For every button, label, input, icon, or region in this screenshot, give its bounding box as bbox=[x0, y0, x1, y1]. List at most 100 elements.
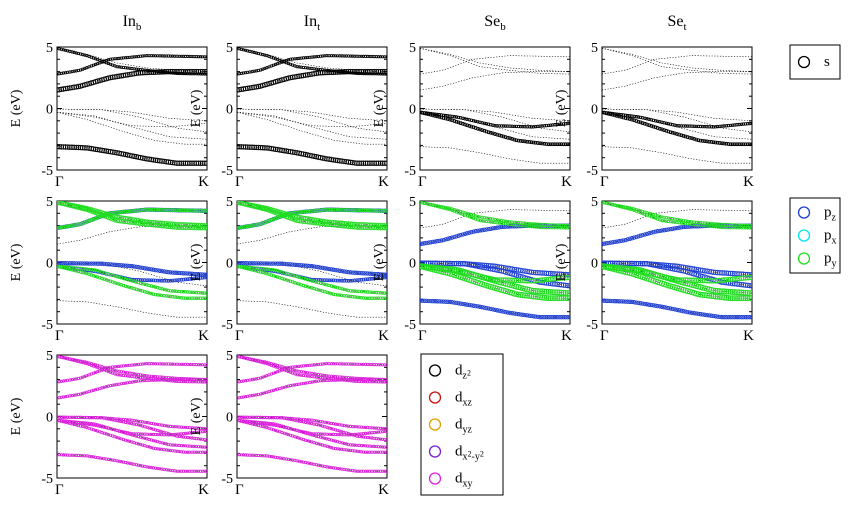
orbital-weight-marker bbox=[275, 209, 281, 214]
orbital-weight-marker bbox=[108, 211, 113, 216]
orbital-weight-marker bbox=[462, 231, 468, 237]
orbital-weight-marker bbox=[305, 276, 310, 281]
orbital-weight-marker bbox=[479, 305, 485, 310]
orbital-weight-marker bbox=[65, 224, 70, 229]
orbital-weight-marker bbox=[529, 140, 534, 145]
orbital-weight-marker bbox=[739, 142, 744, 147]
orbital-weight-marker bbox=[456, 120, 461, 125]
orbital-weight-marker bbox=[95, 261, 100, 266]
orbital-weight-marker bbox=[420, 298, 425, 303]
orbital-weight-marker bbox=[378, 208, 383, 213]
orbital-weight-marker bbox=[240, 201, 246, 206]
orbital-weight-marker bbox=[205, 427, 207, 431]
orbital-weight-marker bbox=[95, 269, 100, 274]
orbital-weight-marker bbox=[434, 239, 440, 244]
orbital-weight-marker bbox=[679, 225, 684, 230]
orbital-weight-marker bbox=[449, 300, 455, 305]
y-axis-label: E (eV) bbox=[372, 89, 387, 127]
orbital-weight-marker bbox=[385, 429, 387, 433]
y-axis-label: E (eV) bbox=[189, 89, 204, 127]
orbital-weight-marker bbox=[531, 140, 536, 145]
x-tick-label: Γ bbox=[235, 174, 244, 190]
orbital-weight-marker bbox=[722, 141, 726, 146]
orbital-weight-marker bbox=[374, 271, 379, 277]
orbital-weight-marker bbox=[490, 226, 496, 231]
orbital-weight-marker bbox=[60, 201, 66, 206]
orbital-weight-marker bbox=[738, 295, 745, 302]
orbital-weight-marker bbox=[499, 309, 504, 314]
orbital-weight-marker bbox=[189, 271, 195, 276]
orbital-weight-marker bbox=[335, 207, 340, 212]
orbital-weight-marker bbox=[636, 234, 641, 239]
orbital-weight-marker bbox=[486, 226, 491, 232]
orbital-weight-marker bbox=[688, 135, 692, 140]
orbital-weight-marker bbox=[82, 205, 88, 211]
orbital-weight-marker bbox=[543, 295, 550, 301]
orbital-weight-marker bbox=[374, 208, 379, 213]
orbital-weight-marker bbox=[275, 269, 280, 274]
orbital-weight-marker bbox=[619, 115, 624, 119]
orbital-weight-marker bbox=[568, 224, 570, 228]
band-data bbox=[237, 47, 387, 166]
orbital-weight-marker bbox=[548, 315, 553, 320]
orbital-weight-marker bbox=[125, 209, 130, 214]
orbital-weight-marker bbox=[204, 160, 207, 166]
orbital-weight-marker bbox=[57, 226, 59, 230]
orbital-weight-marker bbox=[713, 140, 718, 145]
orbital-weight-marker bbox=[644, 231, 650, 237]
y-axis-label: E (eV) bbox=[9, 397, 24, 435]
orbital-weight-marker bbox=[353, 208, 357, 213]
orbital-weight-marker bbox=[132, 209, 136, 213]
orbital-weight-marker bbox=[501, 309, 506, 314]
orbital-weight-marker bbox=[292, 262, 298, 267]
orbital-weight-marker bbox=[709, 313, 714, 318]
orbital-weight-marker bbox=[619, 299, 624, 304]
orbital-weight-marker bbox=[683, 309, 688, 314]
orbital-weight-marker bbox=[420, 241, 423, 247]
orbital-weight-marker bbox=[515, 291, 522, 298]
orbital-weight-marker bbox=[691, 224, 697, 229]
orbital-weight-marker bbox=[547, 289, 554, 295]
orbital-weight-marker bbox=[634, 300, 639, 305]
orbital-weight-marker bbox=[664, 128, 669, 133]
orbital-weight-marker bbox=[245, 261, 250, 266]
orbital-weight-marker bbox=[670, 130, 675, 135]
orbital-weight-marker bbox=[266, 206, 272, 212]
band-panel: 50-5E (eV)Γ K bbox=[554, 41, 754, 190]
x-tick-label: Γ bbox=[600, 328, 609, 344]
band-line bbox=[420, 47, 570, 72]
orbital-weight-marker bbox=[521, 139, 525, 143]
orbital-weight-marker bbox=[350, 278, 355, 283]
x-tick-label: Γ bbox=[55, 174, 64, 190]
orbital-weight-marker bbox=[445, 236, 451, 241]
orbital-weight-marker bbox=[331, 278, 336, 283]
orbital-weight-marker bbox=[61, 225, 66, 229]
orbital-weight-marker bbox=[708, 292, 715, 299]
orbital-weight-marker bbox=[155, 207, 160, 212]
orbital-weight-marker bbox=[567, 290, 570, 297]
orbital-weight-marker bbox=[638, 233, 643, 238]
orbital-weight-marker bbox=[385, 72, 387, 76]
orbital-weight-marker bbox=[237, 201, 242, 206]
y-axis-label: E (eV) bbox=[372, 243, 387, 281]
y-tick-label: 0 bbox=[409, 257, 416, 272]
orbital-weight-marker bbox=[237, 226, 239, 230]
orbital-weight-marker bbox=[726, 315, 731, 320]
orbital-weight-marker bbox=[325, 278, 329, 283]
orbital-weight-marker bbox=[253, 203, 259, 209]
orbital-weight-marker bbox=[374, 276, 379, 281]
orbital-weight-marker bbox=[175, 278, 179, 283]
orbital-weight-marker bbox=[519, 292, 526, 299]
orbital-weight-marker bbox=[203, 275, 207, 280]
orbital-weight-marker bbox=[738, 289, 745, 296]
orbital-weight-marker bbox=[318, 208, 323, 213]
orbital-weight-marker bbox=[359, 277, 364, 282]
orbital-weight-marker bbox=[742, 289, 749, 296]
band-panel: 50-5E (eV)Γ K bbox=[189, 41, 389, 190]
orbital-weight-marker bbox=[97, 209, 103, 215]
orbital-weight-marker bbox=[190, 276, 194, 281]
orbital-weight-marker bbox=[192, 276, 196, 281]
orbital-weight-marker bbox=[172, 270, 178, 275]
orbital-weight-marker bbox=[567, 272, 570, 278]
column-title: Inb bbox=[123, 13, 142, 33]
